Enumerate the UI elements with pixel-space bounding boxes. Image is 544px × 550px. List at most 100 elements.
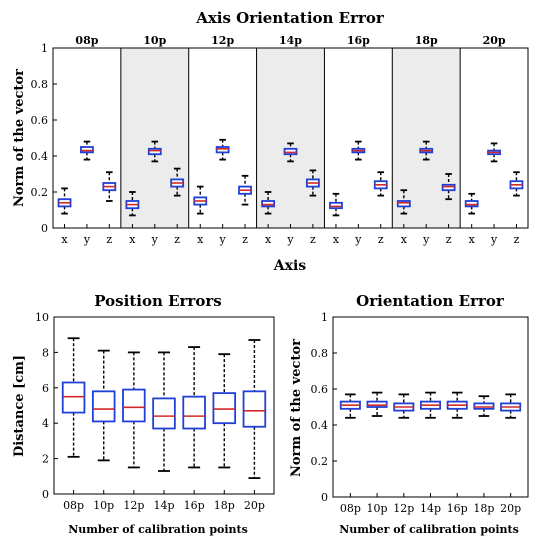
box-08p-y (80, 140, 94, 161)
orientation-xtick-label-08p: 08p (340, 502, 361, 515)
box-10p-y-iqr-box (147, 147, 162, 156)
orientation-ytick-label: 0.8 (311, 347, 329, 360)
position-xtick-label-08p: 08p (63, 499, 84, 512)
box-18p-x (396, 189, 411, 215)
xtick-label-x: x (265, 233, 272, 246)
orientation-error-plot: 0 0.2 0.4 0.6 0.8 1 08p 10p 12p 14p 16p 18p 20p (311, 311, 529, 515)
xtick-label-z: z (242, 233, 248, 246)
xtick-label-y: y (286, 233, 294, 246)
orientation-box-18p (473, 395, 495, 417)
position-box-12p-iqr-box (122, 388, 146, 423)
xtick-label-z: z (310, 233, 316, 246)
box-20p-x-iqr-box (464, 200, 479, 208)
xtick-label-z: z (106, 233, 112, 246)
position-box-08p (61, 337, 86, 458)
orientation-frame (332, 316, 529, 498)
box-14p-y (283, 142, 298, 163)
box-10p-x (125, 191, 140, 217)
xtick-label-x: x (197, 233, 204, 246)
position-box-14p (152, 351, 176, 472)
position-box-12p (122, 351, 146, 469)
orientation-box-20p (500, 393, 522, 419)
box-08p-y-iqr-box (80, 146, 94, 154)
box-20p-x (464, 192, 479, 215)
position-xtick-label-16p: 16p (184, 499, 205, 512)
orientation-xtick-label-14p: 14p (420, 502, 441, 515)
position-xtick-label-14p: 14p (153, 499, 174, 512)
axis-orientation-error-xlabel: Axis (273, 258, 307, 274)
xtick-label-y: y (151, 233, 159, 246)
group-label-16p: 16p (347, 34, 370, 47)
position-ytick-label: 10 (35, 311, 49, 324)
position-errors-title: Position Errors (94, 292, 221, 310)
xtick-label-y: y (219, 233, 227, 246)
box-14p-x-iqr-box (261, 200, 276, 208)
xtick-label-x: x (333, 233, 340, 246)
xtick-label-y: y (422, 233, 430, 246)
axis-orientation-ytick-label: 0 (41, 222, 48, 235)
xtick-label-z: z (174, 233, 180, 246)
orientation-xtick-label-12p: 12p (393, 502, 414, 515)
position-xtick-label-10p: 10p (93, 499, 114, 512)
box-14p-y-iqr-box (283, 147, 298, 156)
position-xtick-label-12p: 12p (123, 499, 144, 512)
box-16p-x (329, 192, 343, 217)
group-label-20p: 20p (483, 34, 506, 47)
orientation-box-14p (419, 391, 442, 419)
orientation-ytick-label: 0.4 (311, 419, 329, 432)
xtick-label-y: y (354, 233, 362, 246)
orientation-error-ylabel: Norm of the vector (289, 339, 304, 477)
position-box-10p (91, 349, 116, 462)
xtick-label-x: x (61, 233, 68, 246)
orientation-xtick-label-18p: 18p (473, 502, 494, 515)
position-box-08p-iqr-box (61, 381, 86, 414)
position-box-20p-iqr-box (242, 390, 267, 428)
axis-orientation-ytick-label: 0.4 (31, 150, 49, 163)
box-16p-x-iqr-box (329, 201, 343, 210)
orientation-box-08p (339, 393, 361, 419)
axis-orientation-error-chart: Axis Orientation Error Axis Norm of the … (12, 9, 529, 274)
group-label-08p: 08p (75, 34, 98, 47)
group-label-10p: 10p (143, 34, 166, 47)
orientation-box-10p-iqr-box (366, 400, 388, 408)
orientation-box-16p (446, 391, 468, 419)
group-label-14p: 14p (279, 34, 302, 47)
orientation-xtick-label-10p: 10p (367, 502, 388, 515)
axis-orientation-error-title: Axis Orientation Error (195, 9, 385, 27)
xtick-label-x: x (469, 233, 476, 246)
orientation-box-12p (393, 393, 415, 419)
axis-orientation-ytick-label: 0.2 (31, 186, 49, 199)
box-12p-y-iqr-box (215, 146, 230, 154)
orientation-box-18p-iqr-box (473, 402, 495, 410)
xtick-label-z: z (514, 233, 520, 246)
box-12p-x (193, 185, 208, 215)
position-box-20p (242, 339, 267, 479)
position-errors-plot: 0 2 4 6 8 10 08p 10p 12p 14p 16p 18p 20p (35, 311, 275, 512)
box-14p-z (305, 169, 320, 197)
box-08p-x (57, 187, 72, 215)
box-16p-y (351, 140, 366, 161)
orientation-ytick-label: 0.6 (311, 383, 329, 396)
position-errors-chart: Position Errors Number of calibration po… (12, 292, 275, 536)
group-label-12p: 12p (211, 34, 234, 47)
position-box-16p (182, 346, 206, 469)
axis-orientation-error-plot: 0 0.2 0.4 0.6 0.8 1 08p x y z 10p x y z 12p x y z 14p x y z 16… (31, 34, 529, 246)
box-18p-x-iqr-box (396, 200, 411, 208)
xtick-label-x: x (401, 233, 408, 246)
group-label-18p: 18p (415, 34, 438, 47)
box-18p-z-iqr-box (441, 183, 456, 192)
axis-orientation-ytick-label: 1 (41, 42, 48, 55)
axis-orientation-error-ylabel: Norm of the vector (12, 69, 27, 207)
box-18p-z (441, 173, 456, 201)
orientation-ytick-label: 0.2 (311, 455, 329, 468)
box-20p-z (509, 171, 524, 197)
position-ytick-label: 8 (42, 346, 49, 359)
orientation-xtick-label-20p: 20p (500, 502, 521, 515)
box-14p-x (261, 191, 276, 215)
xtick-label-y: y (490, 233, 498, 246)
box-20p-y (487, 142, 501, 163)
xtick-label-y: y (83, 233, 91, 246)
position-ytick-label: 6 (42, 382, 49, 395)
orientation-error-title: Orientation Error (356, 292, 505, 310)
